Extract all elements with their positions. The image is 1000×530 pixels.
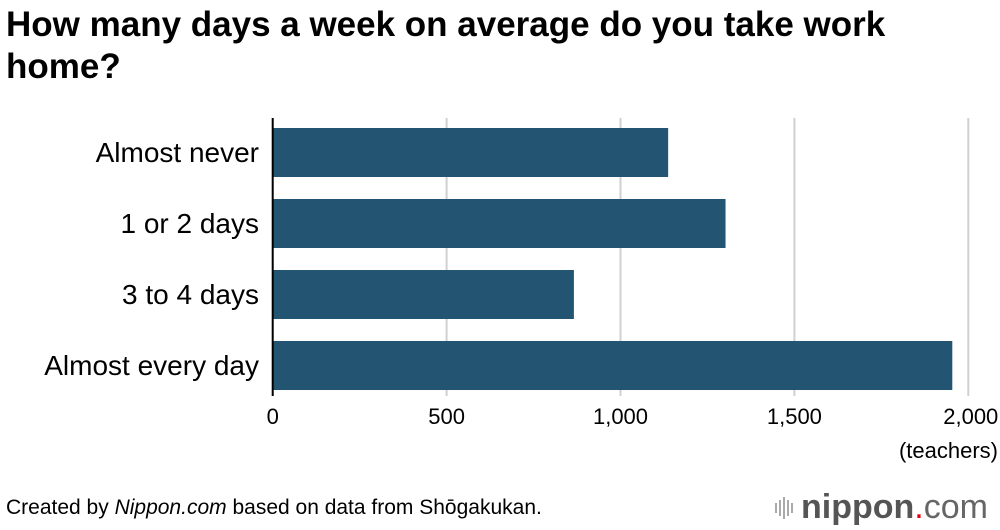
footer-prefix: Created by: [6, 496, 115, 519]
category-label: 1 or 2 days: [120, 208, 259, 239]
logo-tld: com: [923, 488, 988, 526]
bar: [272, 341, 953, 390]
nippon-logo: nippon. com: [775, 488, 988, 527]
bar: [272, 199, 726, 248]
bar: [272, 270, 574, 319]
x-axis-label: (teachers): [899, 438, 998, 463]
x-tick-label: 1,500: [767, 404, 822, 429]
category-label: Almost never: [96, 137, 259, 168]
x-tick-label: 500: [428, 404, 465, 429]
category-label: 3 to 4 days: [122, 279, 259, 310]
source-footer: Created by Nippon.com based on data from…: [6, 496, 542, 520]
x-tick-label: 2,000: [943, 404, 998, 429]
category-label: Almost every day: [44, 350, 259, 381]
chart-title: How many days a week on average do you t…: [6, 5, 886, 86]
x-tick-label: 0: [267, 404, 279, 429]
logo-name: nippon: [801, 488, 915, 526]
sound-bars-icon: [775, 496, 793, 519]
bar: [272, 128, 669, 177]
footer-suffix: based on data from Shōgakukan.: [226, 496, 542, 519]
footer-site: Nippon.com: [114, 496, 227, 519]
logo-dot: .: [914, 488, 924, 526]
x-tick-label: 1,000: [593, 404, 648, 429]
